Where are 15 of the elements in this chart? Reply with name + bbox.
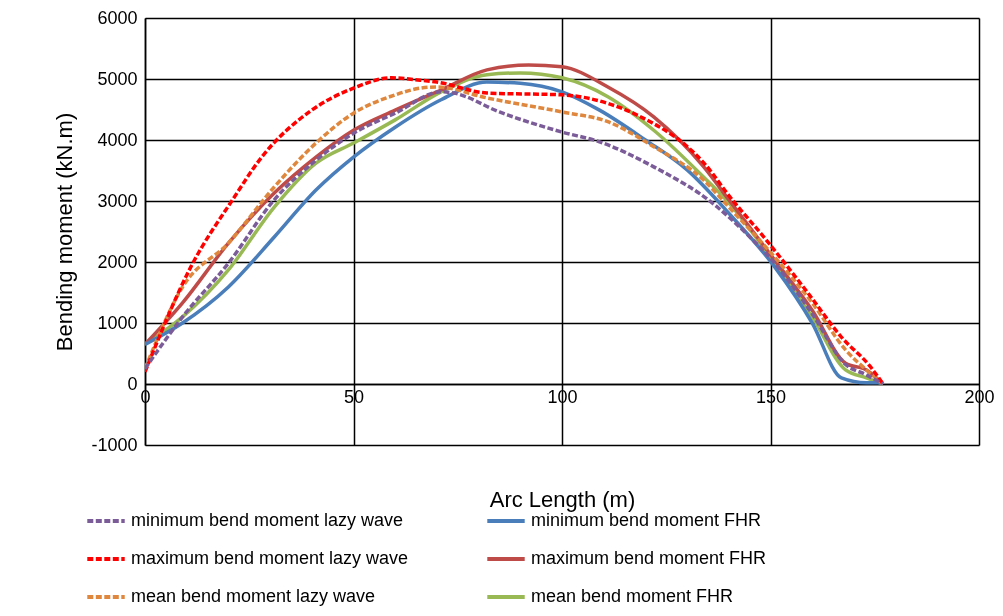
y-tick-label: 6000 <box>97 7 138 28</box>
legend-label: mean bend moment FHR <box>531 586 734 606</box>
y-tick-label: 2000 <box>97 251 138 272</box>
legend-label: maximum bend moment FHR <box>531 548 767 568</box>
y-tick-label: 3000 <box>97 190 138 211</box>
y-axis-title: Bending moment (kN.m) <box>52 112 78 352</box>
y-tick-label: 5000 <box>97 68 138 89</box>
x-axis-title: Arc Length (m) <box>489 486 636 512</box>
y-tick-label: 0 <box>127 373 138 394</box>
y-tick-label: -1000 <box>91 434 138 455</box>
legend-label: mean bend moment lazy wave <box>131 586 376 606</box>
y-tick-label: 4000 <box>97 129 138 150</box>
legend-label: maximum bend moment lazy wave <box>131 548 409 568</box>
legend-label: minimum bend moment lazy wave <box>131 510 404 530</box>
y-tick-label: 1000 <box>97 312 138 333</box>
